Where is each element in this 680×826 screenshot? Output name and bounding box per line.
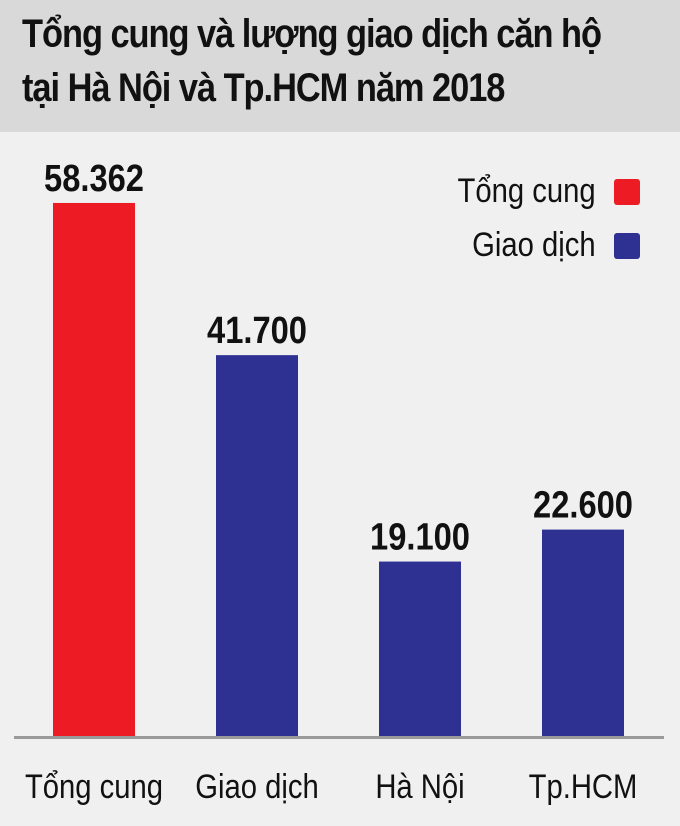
value-label-0: 58.362 bbox=[44, 157, 144, 200]
bar-1 bbox=[216, 355, 298, 736]
value-label-2: 19.100 bbox=[370, 515, 470, 558]
legend-label-supply: Tổng cung bbox=[457, 172, 596, 210]
chart-title-line-1: Tổng cung và lượng giao dịch căn hộ bbox=[22, 12, 602, 56]
title-band: Tổng cung và lượng giao dịch căn hộ tại … bbox=[0, 0, 680, 132]
bar-0 bbox=[53, 202, 135, 737]
plot-area: 58.362 Tổng cung 41.700 Giao dịch 19.100 Hà N… bbox=[0, 132, 680, 826]
category-label-1: Giao dịch bbox=[195, 767, 318, 806]
legend-label-transactions: Giao dịch bbox=[472, 226, 596, 264]
value-label-1: 41.700 bbox=[207, 309, 307, 352]
category-label-3: Tp.HCM bbox=[529, 767, 638, 806]
bar-3 bbox=[542, 529, 624, 736]
bar-2 bbox=[379, 561, 461, 736]
category-label-2: Hà Nội bbox=[375, 767, 464, 806]
legend-swatch-transactions bbox=[614, 233, 640, 259]
chart-title-line-2: tại Hà Nội và Tp.HCM năm 2018 bbox=[22, 66, 505, 110]
bar-chart: 58.362 Tổng cung 41.700 Giao dịch 19.100 Hà N… bbox=[14, 157, 664, 806]
legend-swatch-supply bbox=[614, 179, 640, 205]
value-label-3: 22.600 bbox=[533, 483, 633, 526]
category-label-0: Tổng cung bbox=[25, 767, 163, 806]
